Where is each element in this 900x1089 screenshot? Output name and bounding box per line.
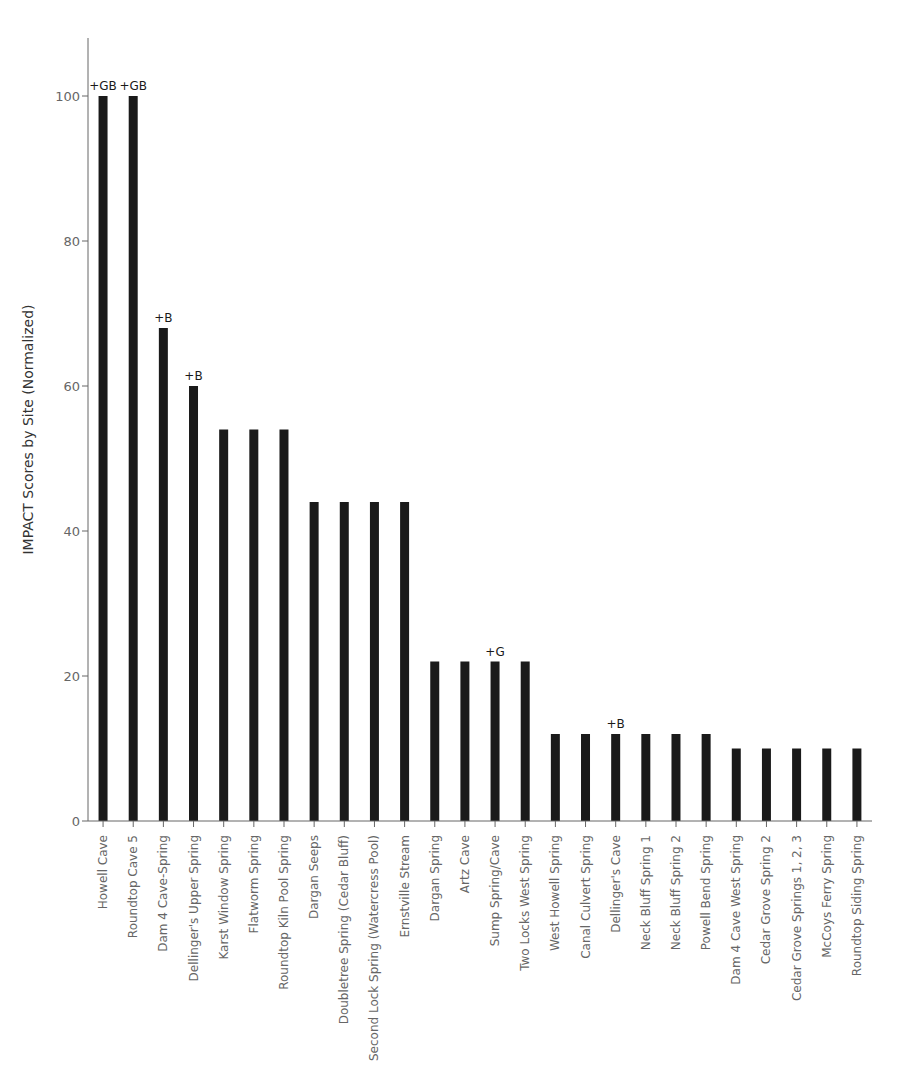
svg-text:Ernstville Stream: Ernstville Stream <box>398 835 412 938</box>
svg-text:Artz Cave: Artz Cave <box>458 835 472 893</box>
svg-text:100: 100 <box>55 89 80 104</box>
svg-text:+B: +B <box>184 369 202 383</box>
svg-text:Dargan Spring: Dargan Spring <box>428 835 442 921</box>
svg-text:Dellinger's Cave: Dellinger's Cave <box>609 835 623 933</box>
svg-text:Dam 4 Cave West Spring: Dam 4 Cave West Spring <box>729 835 743 985</box>
svg-text:McCoys Ferry Spring: McCoys Ferry Spring <box>820 835 834 958</box>
svg-text:West Howell Spring: West Howell Spring <box>548 835 562 951</box>
svg-text:Howell Cave: Howell Cave <box>96 835 110 909</box>
svg-text:Sump Spring/Cave: Sump Spring/Cave <box>488 835 502 946</box>
svg-text:40: 40 <box>63 524 80 539</box>
svg-text:Neck Bluff Spring 2: Neck Bluff Spring 2 <box>669 835 683 950</box>
svg-text:60: 60 <box>63 379 80 394</box>
svg-text:Dellinger's Upper Spring: Dellinger's Upper Spring <box>187 835 201 981</box>
svg-text:0: 0 <box>72 814 80 829</box>
svg-text:Cedar Grove Springs 1, 2, 3: Cedar Grove Springs 1, 2, 3 <box>790 835 804 1001</box>
svg-text:80: 80 <box>63 234 80 249</box>
svg-text:+B: +B <box>607 717 625 731</box>
svg-text:Flatworm Spring: Flatworm Spring <box>247 835 261 933</box>
svg-text:Two Locks West Spring: Two Locks West Spring <box>518 835 532 972</box>
svg-text:Dam 4 Cave-Spring: Dam 4 Cave-Spring <box>156 835 170 952</box>
svg-text:Second Lock Spring (Watercress: Second Lock Spring (Watercress Pool) <box>367 835 381 1061</box>
svg-text:Dargan Seeps: Dargan Seeps <box>307 835 321 919</box>
svg-text:Powell Bend Spring: Powell Bend Spring <box>699 835 713 950</box>
svg-text:Neck Bluff Spring 1: Neck Bluff Spring 1 <box>639 835 653 950</box>
svg-text:+GB: +GB <box>89 79 117 93</box>
svg-text:Roundtop Kiln Pool Spring: Roundtop Kiln Pool Spring <box>277 835 291 990</box>
svg-text:Canal Culvert Spring: Canal Culvert Spring <box>579 835 593 959</box>
svg-text:+B: +B <box>154 311 172 325</box>
svg-text:Doubletree Spring (Cedar Bluff: Doubletree Spring (Cedar Bluff) <box>337 835 351 1024</box>
svg-text:+GB: +GB <box>119 79 147 93</box>
svg-text:IMPACT Scores by Site (Normali: IMPACT Scores by Site (Normalized) <box>20 304 36 554</box>
svg-text:Roundtop Cave 5: Roundtop Cave 5 <box>126 835 140 938</box>
svg-text:Karst Window Spring: Karst Window Spring <box>217 835 231 960</box>
svg-text:20: 20 <box>63 669 80 684</box>
svg-text:+G: +G <box>485 645 504 659</box>
svg-text:Cedar Grove Spring 2: Cedar Grove Spring 2 <box>759 835 773 964</box>
svg-text:Roundtop Siding Spring: Roundtop Siding Spring <box>850 835 864 976</box>
